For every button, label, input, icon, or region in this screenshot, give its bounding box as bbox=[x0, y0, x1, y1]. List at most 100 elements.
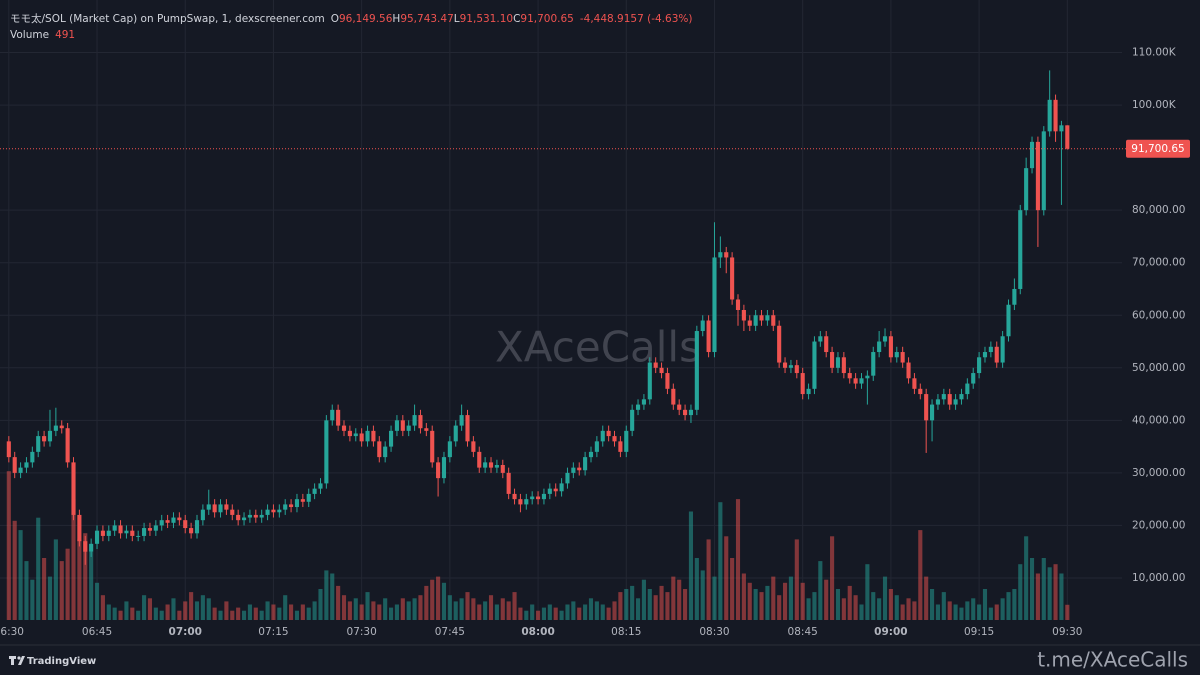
legend-value: 91,531.10 bbox=[459, 13, 514, 25]
volume-bar bbox=[977, 604, 982, 620]
candle-body bbox=[541, 493, 547, 500]
volume-bar bbox=[730, 558, 735, 620]
volume-bar bbox=[441, 582, 447, 620]
volume-bar bbox=[835, 589, 841, 620]
volume-bar bbox=[106, 604, 111, 620]
volume-bar bbox=[759, 592, 764, 620]
candle-body bbox=[600, 430, 605, 442]
candle-body bbox=[42, 436, 47, 442]
candle-body bbox=[383, 446, 388, 458]
volume-bar bbox=[565, 604, 570, 620]
volume-bar bbox=[471, 598, 476, 620]
candle-body bbox=[300, 499, 305, 502]
volume-bar bbox=[671, 576, 676, 620]
candle-body bbox=[418, 415, 423, 429]
x-tick-label: 07:30 bbox=[347, 626, 377, 638]
x-tick-label: 08:15 bbox=[611, 626, 641, 638]
candle-body bbox=[30, 451, 35, 463]
candle-body bbox=[735, 299, 741, 310]
candle-body bbox=[289, 504, 294, 508]
volume-bar bbox=[1000, 598, 1005, 620]
volume-bar bbox=[206, 598, 211, 620]
candle-body bbox=[888, 336, 893, 358]
volume-bar bbox=[218, 610, 223, 620]
candle-body bbox=[106, 530, 111, 536]
volume-bar bbox=[765, 585, 770, 620]
volume-bar bbox=[777, 595, 782, 620]
candle-body bbox=[236, 514, 241, 521]
volume-bar bbox=[894, 595, 899, 620]
volume-bar bbox=[212, 607, 217, 620]
volume-bar bbox=[30, 579, 35, 620]
candle-body bbox=[212, 504, 217, 513]
candle-body bbox=[794, 365, 799, 374]
volume-bar bbox=[1012, 589, 1017, 620]
volume-bar bbox=[89, 551, 94, 620]
volume-bar bbox=[142, 595, 147, 620]
candle-body bbox=[1041, 131, 1046, 211]
candle-body bbox=[647, 362, 652, 400]
candle-body bbox=[483, 462, 488, 468]
x-tick-label: 08:00 bbox=[521, 626, 554, 638]
volume-bar bbox=[365, 592, 370, 620]
candle-body bbox=[12, 457, 17, 473]
candle-body bbox=[200, 509, 205, 521]
candle-body bbox=[835, 357, 841, 368]
volume-bar bbox=[841, 598, 846, 620]
candle-body bbox=[165, 520, 170, 523]
candle-body bbox=[953, 399, 958, 405]
volume-bar bbox=[882, 576, 888, 620]
candle-body bbox=[159, 520, 164, 526]
y-tick-label: 60,000.00 bbox=[1132, 309, 1185, 321]
volume-bar bbox=[1024, 536, 1029, 620]
volume-bar bbox=[359, 604, 364, 620]
volume-bar bbox=[547, 604, 552, 620]
volume-bar bbox=[447, 595, 452, 620]
candle-body bbox=[712, 257, 717, 353]
candle-body bbox=[206, 504, 211, 510]
volume-bar bbox=[747, 582, 752, 620]
volume-value: 491 bbox=[55, 29, 76, 41]
volume-bar bbox=[659, 585, 664, 620]
volume-bar bbox=[530, 604, 535, 620]
volume-bar bbox=[665, 592, 670, 620]
candle-body bbox=[935, 399, 940, 405]
volume-bar bbox=[71, 499, 76, 620]
volume-bar bbox=[782, 582, 788, 620]
y-tick-label: 40,000.00 bbox=[1132, 414, 1185, 426]
volume-bar bbox=[400, 598, 405, 620]
candle-body bbox=[318, 483, 323, 489]
candle-body bbox=[730, 257, 735, 300]
x-tick-label: 06:30 bbox=[0, 626, 24, 638]
candle-body bbox=[6, 441, 11, 458]
volume-bar bbox=[994, 604, 999, 620]
logo-part bbox=[11, 656, 14, 665]
candle-body bbox=[1047, 99, 1052, 132]
volume-bar bbox=[500, 598, 505, 620]
candle-body bbox=[394, 420, 399, 431]
ohlc-legend: O96,149.56H95,743.47L91,531.10C91,700.65 bbox=[325, 13, 574, 25]
footer-link: t.me/XAceCalls bbox=[1037, 648, 1188, 672]
chart-header: モモ太/SOL (Market Cap) on PumpSwap, 1, dex… bbox=[10, 11, 692, 43]
volume-bar bbox=[94, 582, 100, 620]
volume-bar bbox=[583, 604, 588, 620]
volume-bar bbox=[788, 576, 793, 620]
volume-bar bbox=[483, 601, 488, 620]
volume-bar bbox=[912, 601, 917, 620]
volume-bar bbox=[200, 595, 205, 620]
candle-body bbox=[918, 388, 923, 395]
legend-key: H bbox=[392, 13, 401, 25]
header-line: モモ太/SOL (Market Cap) on PumpSwap, 1, dex… bbox=[10, 11, 692, 27]
volume-bar bbox=[253, 607, 258, 620]
volume-bar bbox=[724, 536, 729, 620]
candle-body bbox=[782, 362, 788, 368]
candle-body bbox=[459, 415, 464, 426]
candle-body bbox=[547, 488, 552, 494]
candle-body bbox=[412, 415, 417, 426]
candle-body bbox=[653, 362, 658, 368]
candle-body bbox=[400, 420, 405, 431]
volume-bar bbox=[424, 585, 429, 620]
candle-body bbox=[142, 528, 147, 536]
candle-body bbox=[365, 430, 370, 442]
